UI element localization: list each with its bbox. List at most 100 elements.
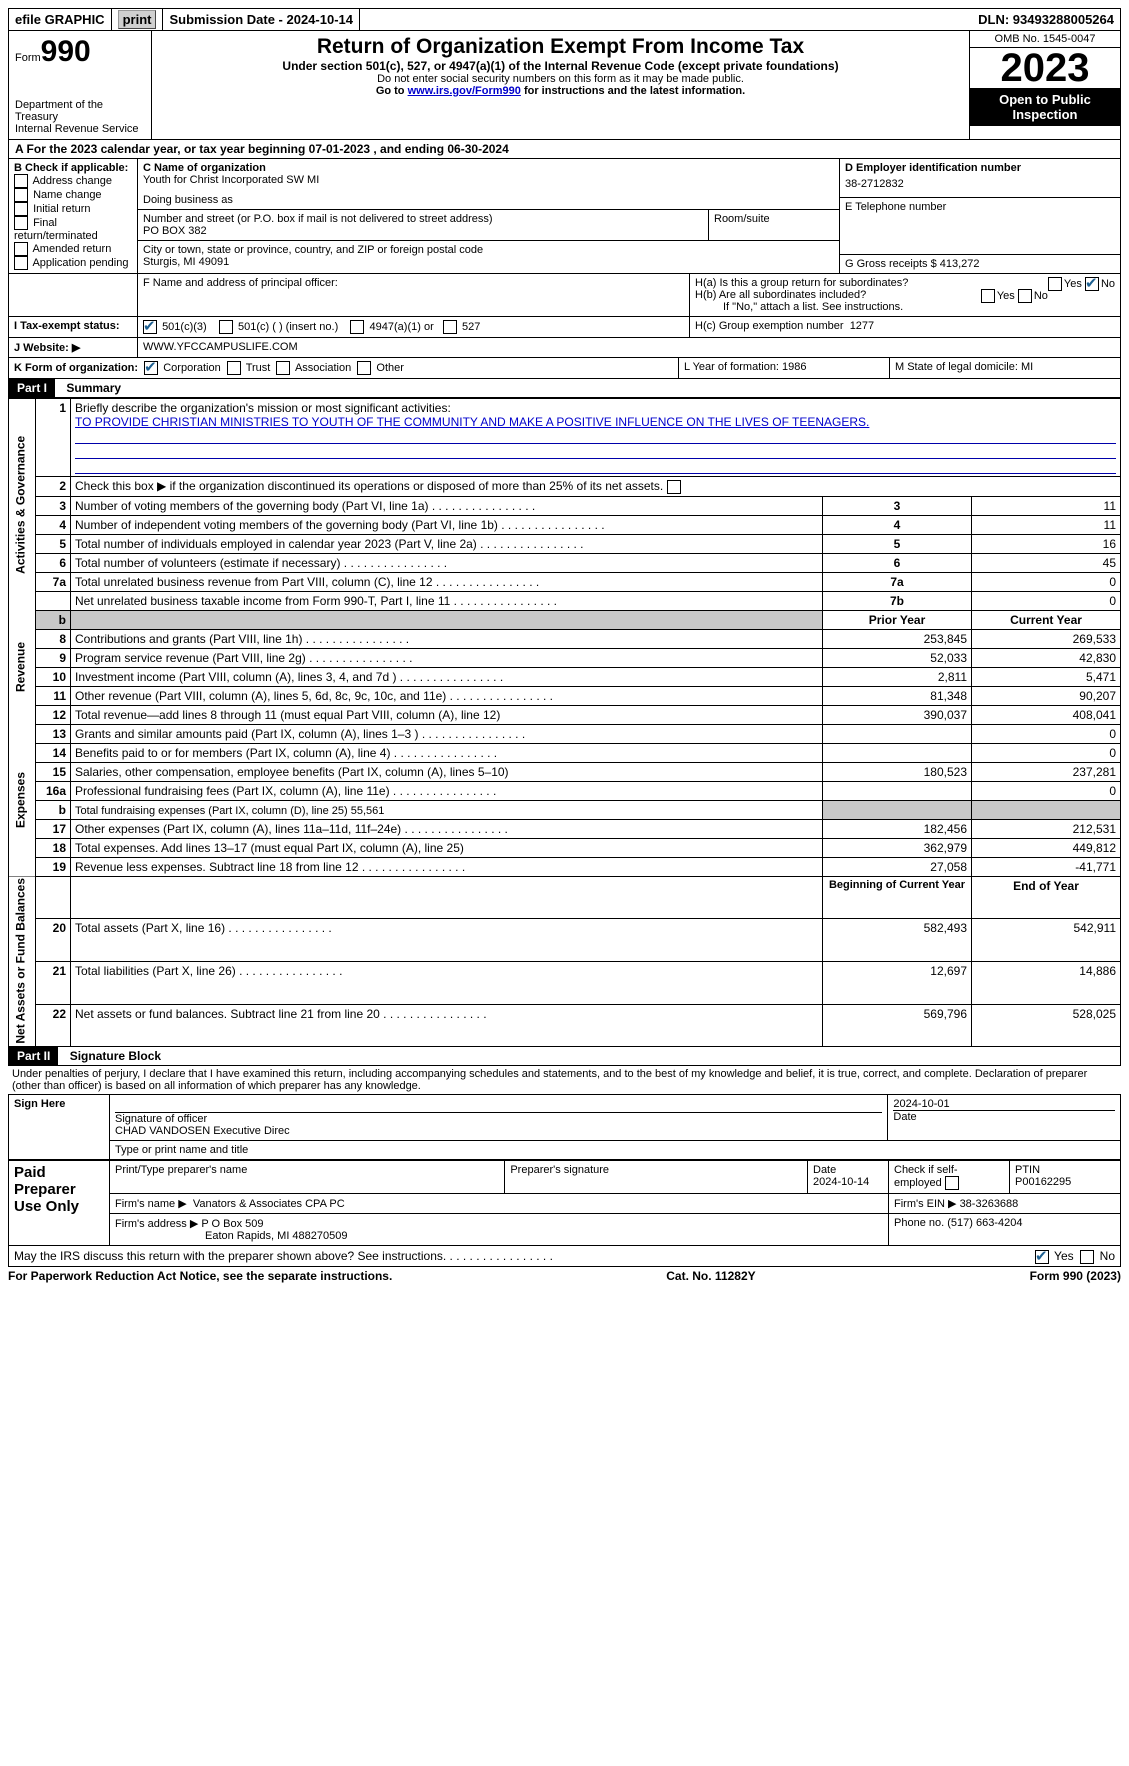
perjury-decl: Under penalties of perjury, I declare th… [8,1066,1121,1094]
ha-no[interactable] [1085,277,1099,291]
hc-label: H(c) Group exemption number [695,320,847,332]
part1-title: Summary [58,381,121,395]
firm-addr1: P O Box 509 [201,1218,263,1230]
prep-date: 2024-10-14 [813,1176,869,1188]
print-button[interactable]: print [118,10,157,29]
f-officer: F Name and address of principal officer: [137,274,689,316]
cat-no: Cat. No. 11282Y [666,1269,755,1283]
part2-header: Part II [9,1047,58,1065]
form-number: 990 [41,35,91,68]
irs-label: Internal Revenue Service [15,123,145,135]
form990-link[interactable]: www.irs.gov/Form990 [408,85,521,97]
hb-yes[interactable] [981,289,995,303]
form-subtitle: Under section 501(c), 527, or 4947(a)(1)… [158,59,963,73]
d-ein-label: D Employer identification number [845,162,1115,174]
ssn-note: Do not enter social security numbers on … [158,73,963,85]
paid-preparer-block: Paid Preparer Use Only Print/Type prepar… [8,1160,1121,1246]
dba-label: Doing business as [143,194,834,206]
section-bcd: B Check if applicable: Address change Na… [8,159,1121,274]
chk-corp[interactable] [144,361,158,375]
chk-trust[interactable] [227,361,241,375]
i-label: I Tax-exempt status: [9,317,137,337]
paperwork-notice: For Paperwork Reduction Act Notice, see … [8,1269,392,1283]
form-title: Return of Organization Exempt From Incom… [158,35,963,59]
sig-officer-label: Signature of officer [115,1113,882,1125]
chk-pending[interactable] [14,256,28,270]
k-label: K Form of organization: [14,362,138,374]
efile-label: efile GRAPHIC [9,9,112,30]
hc-value: 1277 [850,320,874,332]
firm-phone: (517) 663-4204 [947,1217,1022,1229]
line2-text: Check this box ▶ if the organization dis… [75,479,683,493]
row-a-period: A For the 2023 calendar year, or tax yea… [8,140,1121,159]
prep-name-h: Print/Type preparer's name [110,1161,505,1194]
c-name-label: C Name of organization [143,162,834,174]
date-label: Date [893,1111,1115,1123]
ptin: P00162295 [1015,1176,1071,1188]
side-rev: Revenue [9,610,36,724]
goto-pre: Go to [376,85,408,97]
open-public: Open to Public Inspection [970,88,1120,126]
discuss-q: May the IRS discuss this return with the… [14,1249,446,1263]
ein-value: 38-2712832 [845,174,1115,194]
chk-501c3[interactable] [143,320,157,334]
firm-ein: 38-3263688 [960,1198,1019,1210]
side-net: Net Assets or Fund Balances [9,876,36,1047]
top-bar: efile GRAPHIC print Submission Date - 20… [8,8,1121,31]
l-year: L Year of formation: 1986 [678,358,889,378]
part1-header: Part I [9,379,55,397]
dept-label: Department of the Treasury [15,99,145,123]
side-exp: Expenses [9,724,36,876]
box-b-title: B Check if applicable: [14,162,132,174]
end-year-h: End of Year [972,876,1121,919]
ha-label: H(a) Is this a group return for subordin… [695,277,908,289]
summary-table: Activities & Governance 1 Briefly descri… [8,398,1121,1047]
form-header: Form990 Department of the Treasury Inter… [8,31,1121,140]
form-footer: Form 990 (2023) [1030,1269,1121,1283]
dln: DLN: 93493288005264 [972,9,1120,30]
chk-other[interactable] [357,361,371,375]
discuss-no[interactable] [1080,1250,1094,1264]
city-label: City or town, state or province, country… [143,244,834,256]
chk-name[interactable] [14,188,28,202]
g-gross: G Gross receipts $ 413,272 [840,255,1120,273]
paid-label: Paid Preparer Use Only [9,1161,110,1246]
e-tel-label: E Telephone number [845,201,1115,213]
chk-assoc[interactable] [276,361,290,375]
chk-initial[interactable] [14,202,28,216]
current-year-h: Current Year [972,610,1121,629]
submission-date: Submission Date - 2024-10-14 [163,9,360,30]
sign-here-block: Sign Here Signature of officer CHAD VAND… [8,1094,1121,1160]
sign-here-label: Sign Here [9,1095,110,1160]
hb-note: If "No," attach a list. See instructions… [695,301,1115,313]
goto-post: for instructions and the latest informat… [521,85,745,97]
chk-527[interactable] [443,320,457,334]
page-footer: For Paperwork Reduction Act Notice, see … [8,1267,1121,1283]
chk-discontinued[interactable] [667,480,681,494]
part2-title: Signature Block [62,1049,161,1063]
type-name-label: Type or print name and title [110,1141,1121,1160]
discuss-yes[interactable] [1035,1250,1049,1264]
officer-name: CHAD VANDOSEN Executive Direc [115,1125,882,1137]
section-fh: F Name and address of principal officer:… [8,274,1121,317]
chk-501c[interactable] [219,320,233,334]
chk-4947[interactable] [350,320,364,334]
side-gov: Activities & Governance [9,399,36,611]
hb-no[interactable] [1018,289,1032,303]
beg-year-h: Beginning of Current Year [823,876,972,919]
website-value: WWW.YFCCAMPUSLIFE.COM [137,338,1120,357]
sign-date: 2024-10-01 [893,1098,1115,1111]
firm-name: Vanators & Associates CPA PC [193,1198,345,1210]
chk-amended[interactable] [14,242,28,256]
addr-label: Number and street (or P.O. box if mail i… [143,213,703,225]
prep-sig-h: Preparer's signature [505,1161,808,1194]
mission-text: TO PROVIDE CHRISTIAN MINISTRIES TO YOUTH… [75,415,869,429]
m-state: M State of legal domicile: MI [889,358,1120,378]
firm-addr2: Eaton Rapids, MI 488270509 [115,1230,348,1242]
ha-yes[interactable] [1048,277,1062,291]
prior-year-h: Prior Year [823,610,972,629]
addr-value: PO BOX 382 [143,225,703,237]
chk-address[interactable] [14,174,28,188]
chk-self-emp[interactable] [945,1176,959,1190]
chk-final[interactable] [14,216,28,230]
